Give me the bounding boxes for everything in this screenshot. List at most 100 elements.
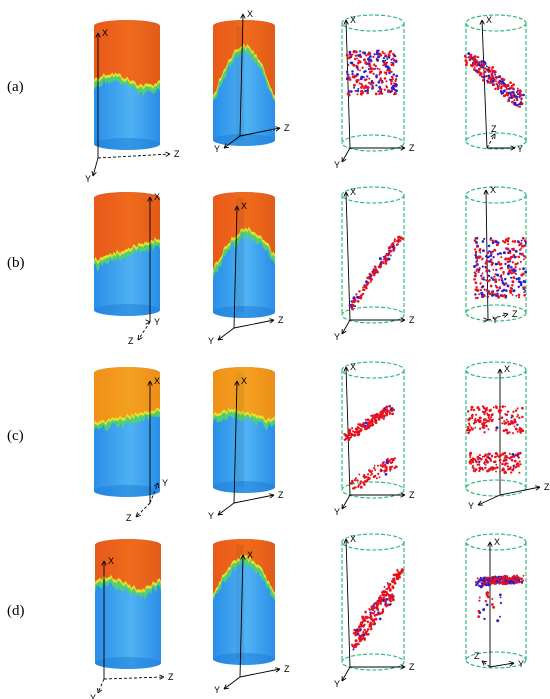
axis-y [149,482,159,504]
crack-point [361,288,365,291]
axis-z [487,313,509,321]
crack-point [373,63,376,66]
contour-panel-1: X Y Z [85,20,180,184]
crack-point [481,455,484,458]
crack-point [356,93,359,96]
axis-y [92,157,99,177]
transition-band [213,43,275,102]
crack-point [509,251,512,255]
crack-point [488,260,492,263]
crack-point [383,88,386,91]
crack-point [353,86,356,89]
crack-point [392,64,395,67]
crack-cloud-2 [466,405,525,475]
crack-point [365,54,368,57]
crack-point [520,244,524,248]
crack-point [359,69,361,72]
crack-point [358,82,361,85]
crack-point [511,280,515,284]
crack-point [484,70,487,73]
crack-point [490,416,493,419]
crack-point [392,579,396,583]
axis-arrow-z [135,512,141,518]
crack-point [367,68,371,71]
axis-x [345,538,351,668]
crack-point [383,470,386,473]
crack-point [357,87,360,90]
hot-region [94,367,160,423]
crack-point [355,430,359,434]
crack-point [522,267,525,271]
crack-point [511,261,514,264]
crack-point [517,285,521,289]
crack-point [378,601,381,603]
crack-point [367,57,370,61]
crack-point [378,73,381,76]
crack-point [512,96,515,99]
crack-point [374,67,377,70]
crack-point [372,55,375,58]
crack-point [343,433,346,436]
crack-point [368,77,371,80]
crack-point [379,595,382,598]
crack-point [358,635,362,639]
crack-point [502,78,506,82]
crack-point [388,71,391,75]
cylinder-body [213,367,275,493]
crack-point [349,90,353,93]
crack-point [496,273,500,277]
crack-point [348,50,352,54]
crack-point [371,271,375,275]
crack-point [502,89,506,93]
axis-x [233,380,238,504]
crack-point [501,405,505,408]
crack-point [380,410,384,413]
axis-label-y: Y [334,679,340,689]
crack-point [367,81,370,84]
crack-point [357,643,360,646]
crack-point [500,256,503,259]
crack-point [374,92,378,96]
axis-arrow-z [503,312,509,318]
crack-point [518,416,521,420]
crack-point [505,581,509,585]
crack-point [373,265,377,268]
crack-point [369,67,373,70]
crack-point [498,418,500,421]
axis-arrow-z [400,664,406,670]
crack-point [357,431,360,434]
crack-point [507,243,510,246]
crack-point [512,254,515,258]
crack-point [485,75,488,78]
crack-point [488,290,491,293]
crack-point [488,292,492,296]
axis-label-y: Y [154,317,160,327]
cloud-bottom-ellipse [341,481,405,499]
crack-point [391,242,395,245]
crack-point [485,254,488,258]
crack-point [516,423,519,426]
crack-point [398,239,402,243]
crack-point [491,82,494,85]
crack-point [366,91,370,95]
crack-point [520,239,523,242]
crack-point [489,408,492,412]
crack-point [522,574,525,577]
crack-point [481,277,484,280]
crack-point [377,472,380,476]
crack-point [384,62,388,66]
crack-point [476,56,479,59]
crack-point [483,461,486,464]
crack-cloud-2 [463,52,525,108]
crack-point [357,423,360,426]
crack-point [509,466,512,469]
axis-y [217,502,235,516]
hot-region [213,367,275,421]
crack-point [503,293,506,297]
crack-point [500,77,504,81]
crack-point [354,89,357,92]
axis-label-y: Y [162,478,168,488]
transition-band [213,227,275,281]
hot-region [94,20,160,87]
crack-point [465,63,468,67]
